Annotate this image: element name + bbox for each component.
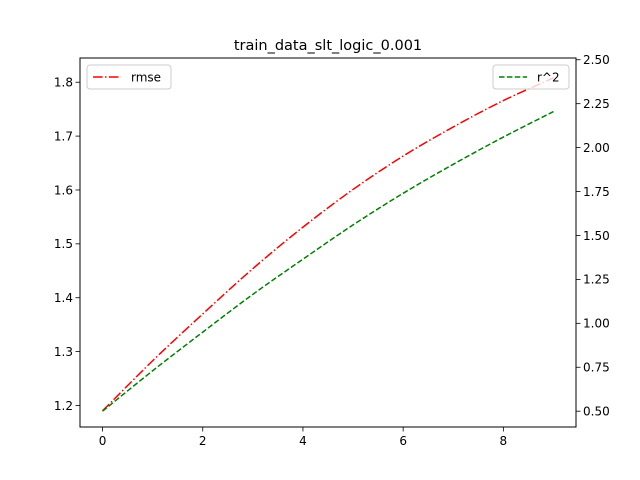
left-tick-label: 1.4 <box>54 291 73 305</box>
legend-box <box>492 64 570 90</box>
left-tick-label: 1.3 <box>54 345 73 359</box>
legend-r2: r^2 <box>492 64 570 90</box>
chart-title: train_data_slt_logic_0.001 <box>234 38 422 54</box>
series-line-r2 <box>102 110 554 412</box>
left-tick-label: 1.5 <box>54 237 73 251</box>
right-tick-label: 2.00 <box>583 141 610 155</box>
x-tick-label: 8 <box>500 434 508 448</box>
right-tick-label: 2.50 <box>583 53 610 67</box>
right-tick-label: 0.50 <box>583 404 610 418</box>
right-tick-label: 0.75 <box>583 361 610 375</box>
left-tick-label: 1.6 <box>54 183 73 197</box>
x-tick-label: 6 <box>399 434 407 448</box>
left-tick-label: 1.7 <box>54 129 73 143</box>
right-tick-label: 2.25 <box>583 97 610 111</box>
x-axis: 0 2 4 6 8 <box>99 427 507 448</box>
plot-frame <box>79 57 577 428</box>
left-tick-label: 1.8 <box>54 76 73 90</box>
plot-area <box>102 77 554 412</box>
x-tick-label: 4 <box>299 434 307 448</box>
left-y-axis: 1.2 1.3 1.4 1.5 1.6 1.7 1.8 <box>54 76 80 413</box>
series-line-rmse <box>102 77 554 412</box>
right-tick-label: 1.50 <box>583 229 610 243</box>
right-tick-label: 1.75 <box>583 185 610 199</box>
x-tick-label: 0 <box>99 434 107 448</box>
x-tick-label: 2 <box>199 434 207 448</box>
right-tick-label: 1.25 <box>583 273 610 287</box>
legend-rmse: rmse <box>86 64 172 90</box>
legend-box <box>86 64 172 90</box>
right-tick-label: 1.00 <box>583 317 610 331</box>
right-y-axis: 0.50 0.75 1.00 1.25 1.50 1.75 2.00 2.25 2.50 <box>576 53 610 418</box>
left-tick-label: 1.2 <box>54 399 73 413</box>
legend-label: r^2 <box>537 71 560 85</box>
legend-label: rmse <box>131 71 161 85</box>
